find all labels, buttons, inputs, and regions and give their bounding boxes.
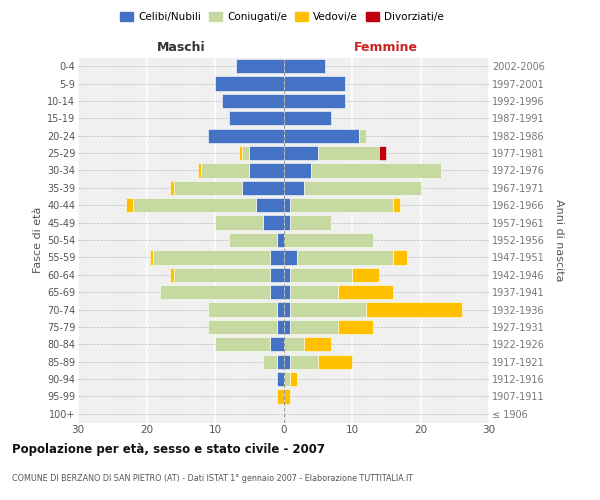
Bar <box>284 372 290 386</box>
Bar <box>290 302 366 316</box>
Bar <box>284 164 311 177</box>
Bar <box>284 128 359 143</box>
Y-axis label: Anni di nascita: Anni di nascita <box>554 198 564 281</box>
Bar <box>284 268 290 282</box>
Bar <box>284 302 290 316</box>
Bar <box>133 198 256 212</box>
Bar <box>290 268 352 282</box>
Bar <box>150 250 154 264</box>
Bar <box>277 320 284 334</box>
Bar <box>239 146 242 160</box>
Bar <box>290 216 331 230</box>
Bar <box>270 268 284 282</box>
Bar <box>236 59 284 74</box>
Bar <box>277 372 284 386</box>
Bar <box>379 146 386 160</box>
Bar <box>318 354 352 369</box>
Bar <box>290 198 393 212</box>
Bar <box>284 320 290 334</box>
Bar <box>229 111 284 126</box>
Bar <box>270 250 284 264</box>
Y-axis label: Fasce di età: Fasce di età <box>32 207 43 273</box>
Bar <box>311 164 441 177</box>
Bar <box>284 390 290 404</box>
Text: Popolazione per età, sesso e stato civile - 2007: Popolazione per età, sesso e stato civil… <box>12 442 325 456</box>
Bar <box>160 285 270 300</box>
Bar <box>284 111 331 126</box>
Bar <box>229 233 277 247</box>
Bar <box>338 320 373 334</box>
Bar <box>270 337 284 351</box>
Bar <box>359 128 366 143</box>
Bar <box>284 233 373 247</box>
Bar <box>222 94 284 108</box>
Bar <box>215 216 263 230</box>
Bar <box>284 146 318 160</box>
Text: COMUNE DI BERZANO DI SAN PIETRO (AT) - Dati ISTAT 1° gennaio 2007 - Elaborazione: COMUNE DI BERZANO DI SAN PIETRO (AT) - D… <box>12 474 413 483</box>
Bar <box>277 354 284 369</box>
Bar <box>352 268 379 282</box>
Bar <box>174 180 242 195</box>
Bar <box>249 146 284 160</box>
Bar <box>284 94 345 108</box>
Text: Femmine: Femmine <box>354 41 418 54</box>
Bar <box>393 250 407 264</box>
Bar <box>290 320 338 334</box>
Bar <box>284 198 290 212</box>
Bar <box>208 320 277 334</box>
Bar <box>170 180 174 195</box>
Bar <box>174 268 270 282</box>
Bar <box>154 250 270 264</box>
Bar <box>284 76 345 90</box>
Bar <box>126 198 133 212</box>
Bar <box>277 233 284 247</box>
Bar <box>215 337 270 351</box>
Bar <box>284 250 297 264</box>
Bar <box>242 146 249 160</box>
Bar <box>208 128 284 143</box>
Bar <box>366 302 461 316</box>
Bar <box>297 250 393 264</box>
Bar <box>170 268 174 282</box>
Bar <box>263 216 284 230</box>
Bar <box>208 302 277 316</box>
Bar <box>277 302 284 316</box>
Bar <box>242 180 284 195</box>
Bar <box>263 354 277 369</box>
Bar <box>318 146 379 160</box>
Bar <box>198 164 202 177</box>
Bar <box>284 180 304 195</box>
Bar <box>290 285 338 300</box>
Bar <box>304 337 331 351</box>
Bar <box>393 198 400 212</box>
Bar <box>338 285 393 300</box>
Bar <box>304 180 421 195</box>
Bar <box>215 76 284 90</box>
Bar <box>284 59 325 74</box>
Bar <box>290 354 318 369</box>
Bar <box>249 164 284 177</box>
Bar <box>290 372 297 386</box>
Bar <box>284 337 304 351</box>
Bar <box>277 390 284 404</box>
Text: Maschi: Maschi <box>157 41 205 54</box>
Bar <box>284 354 290 369</box>
Bar <box>284 216 290 230</box>
Bar <box>256 198 284 212</box>
Legend: Celibi/Nubili, Coniugati/e, Vedovi/e, Divorziati/e: Celibi/Nubili, Coniugati/e, Vedovi/e, Di… <box>116 8 448 26</box>
Bar <box>284 285 290 300</box>
Bar <box>202 164 249 177</box>
Bar <box>270 285 284 300</box>
